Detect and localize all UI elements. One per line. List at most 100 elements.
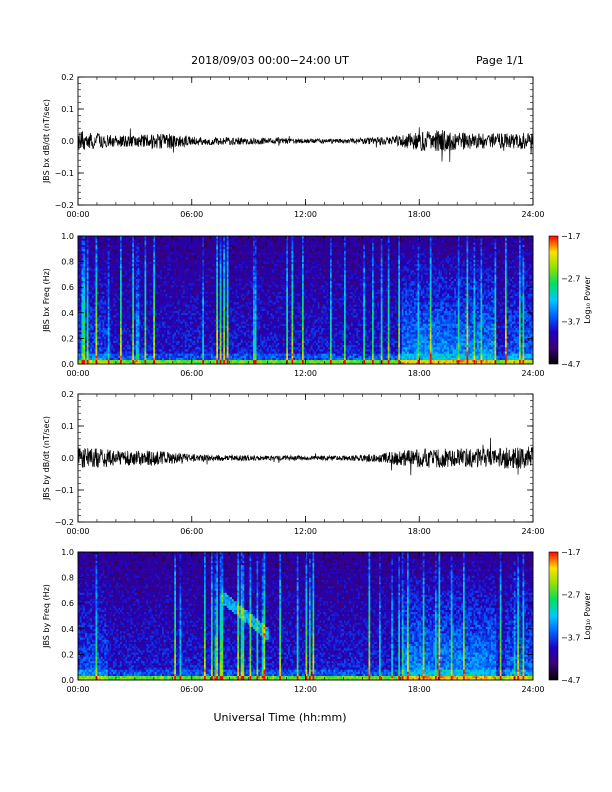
heatmap-cell bbox=[145, 300, 147, 302]
heatmap-cell bbox=[150, 259, 152, 261]
heatmap-cell bbox=[164, 321, 166, 323]
heatmap-cell bbox=[96, 353, 98, 355]
heatmap-cell bbox=[103, 257, 105, 259]
heatmap-cell bbox=[92, 289, 94, 291]
heatmap-cell bbox=[160, 253, 162, 255]
heatmap-cell bbox=[211, 294, 213, 296]
heatmap-cell bbox=[174, 240, 176, 242]
heatmap-cell bbox=[96, 351, 98, 353]
heatmap-cell bbox=[174, 353, 176, 355]
heatmap-cell bbox=[99, 323, 101, 325]
heatmap-cell bbox=[143, 283, 145, 285]
heatmap-cell bbox=[202, 253, 204, 255]
heatmap-cell bbox=[166, 238, 168, 240]
heatmap-cell bbox=[85, 351, 87, 353]
heatmap-cell bbox=[80, 317, 82, 319]
heatmap-cell bbox=[197, 298, 199, 300]
heatmap-cell bbox=[125, 287, 127, 289]
heatmap-cell bbox=[195, 336, 197, 338]
heatmap-cell bbox=[138, 279, 140, 281]
heatmap-cell bbox=[118, 257, 120, 259]
heatmap-cell bbox=[94, 353, 96, 355]
heatmap-cell bbox=[110, 294, 112, 296]
heatmap-cell bbox=[208, 306, 210, 308]
heatmap-cell bbox=[199, 264, 201, 266]
heatmap-cell bbox=[92, 264, 94, 266]
heatmap-cell bbox=[129, 341, 131, 343]
heatmap-cell bbox=[104, 328, 106, 330]
heatmap-cell bbox=[80, 296, 82, 298]
heatmap-cell bbox=[216, 323, 218, 325]
heatmap-cell bbox=[218, 291, 220, 293]
heatmap-cell bbox=[92, 257, 94, 259]
heatmap-cell bbox=[139, 291, 141, 293]
heatmap-cell bbox=[169, 347, 171, 349]
heatmap-cell bbox=[118, 306, 120, 308]
heatmap-cell bbox=[208, 358, 210, 360]
heatmap-cell bbox=[141, 328, 143, 330]
heatmap-cell bbox=[173, 268, 175, 270]
heatmap-cell bbox=[178, 345, 180, 347]
heatmap-cell bbox=[124, 302, 126, 304]
heatmap-cell bbox=[136, 355, 138, 357]
heatmap-cell bbox=[215, 343, 217, 345]
heatmap-cell bbox=[187, 238, 189, 240]
heatmap-cell bbox=[96, 311, 98, 313]
heatmap-cell bbox=[216, 240, 218, 242]
heatmap-cell bbox=[117, 255, 119, 257]
heatmap-cell bbox=[160, 351, 162, 353]
heatmap-cell bbox=[122, 300, 124, 302]
heatmap-cell bbox=[90, 326, 92, 328]
heatmap-cell bbox=[211, 332, 213, 334]
heatmap-cell bbox=[82, 343, 84, 345]
heatmap-cell bbox=[150, 355, 152, 357]
heatmap-cell bbox=[160, 255, 162, 257]
heatmap-cell bbox=[194, 264, 196, 266]
heatmap-cell bbox=[97, 338, 99, 340]
heatmap-cell bbox=[113, 287, 115, 289]
heatmap-cell bbox=[148, 323, 150, 325]
heatmap-cell bbox=[94, 240, 96, 242]
heatmap-cell bbox=[97, 360, 99, 362]
heatmap-cell bbox=[101, 279, 103, 281]
heatmap-cell bbox=[194, 321, 196, 323]
heatmap-cell bbox=[90, 321, 92, 323]
heatmap-cell bbox=[110, 304, 112, 306]
heatmap-cell bbox=[136, 353, 138, 355]
heatmap-cell bbox=[115, 251, 117, 253]
heatmap-cell bbox=[134, 285, 136, 287]
heatmap-cell bbox=[164, 349, 166, 351]
heatmap-cell bbox=[187, 334, 189, 336]
heatmap-cell bbox=[146, 355, 148, 357]
heatmap-cell bbox=[87, 351, 89, 353]
heatmap-cell bbox=[118, 285, 120, 287]
heatmap-cell bbox=[103, 302, 105, 304]
heatmap-cell bbox=[176, 253, 178, 255]
heatmap-cell bbox=[83, 240, 85, 242]
heatmap-cell bbox=[139, 285, 141, 287]
heatmap-cell bbox=[159, 259, 161, 261]
heatmap-cell bbox=[155, 296, 157, 298]
heatmap-cell bbox=[99, 306, 101, 308]
heatmap-cell bbox=[131, 247, 133, 249]
heatmap-cell bbox=[167, 313, 169, 315]
heatmap-cell bbox=[178, 240, 180, 242]
heatmap-cell bbox=[153, 315, 155, 317]
heatmap-cell bbox=[159, 300, 161, 302]
heatmap-cell bbox=[192, 332, 194, 334]
heatmap-cell bbox=[190, 304, 192, 306]
heatmap-cell bbox=[201, 257, 203, 259]
heatmap-cell bbox=[208, 266, 210, 268]
heatmap-cell bbox=[155, 306, 157, 308]
heatmap-cell bbox=[131, 360, 133, 362]
heatmap-cell bbox=[131, 315, 133, 317]
heatmap-cell bbox=[103, 311, 105, 313]
heatmap-cell bbox=[155, 247, 157, 249]
heatmap-cell bbox=[155, 323, 157, 325]
heatmap-cell bbox=[195, 349, 197, 351]
heatmap-cell bbox=[162, 330, 164, 332]
heatmap-cell bbox=[117, 294, 119, 296]
heatmap-cell bbox=[120, 259, 122, 261]
heatmap-cell bbox=[124, 240, 126, 242]
heatmap-cell bbox=[80, 283, 82, 285]
